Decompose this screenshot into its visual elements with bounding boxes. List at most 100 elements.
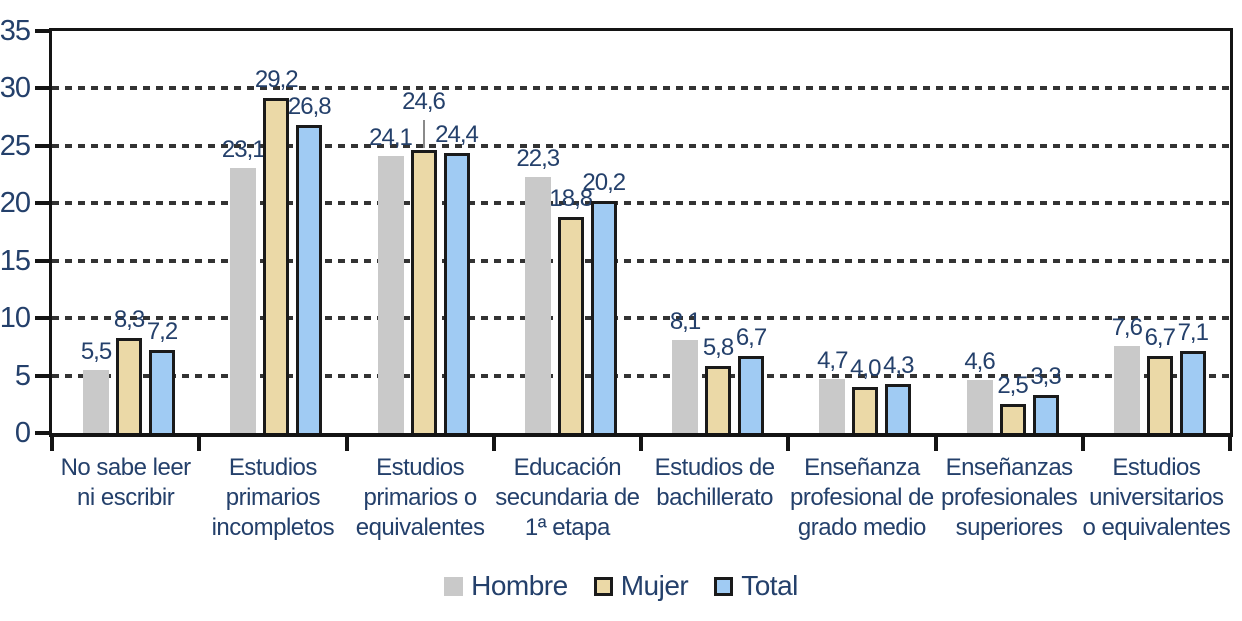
y-axis-tick (35, 143, 52, 148)
bar-total (885, 384, 912, 433)
value-label: 7,1 (1177, 319, 1209, 346)
legend-swatch-total (714, 576, 734, 596)
x-axis-tick (1080, 437, 1085, 451)
bar-hombre (230, 168, 257, 433)
x-axis-tick (1228, 437, 1232, 451)
label-leader-line (422, 120, 425, 148)
y-axis-tick (35, 201, 52, 206)
value-label: 26,8 (287, 93, 332, 120)
value-label: 4,6 (964, 348, 995, 375)
y-axis-tick (35, 431, 52, 435)
category-label: Estudios de bachillerato (654, 454, 775, 511)
value-label: 24,4 (435, 121, 479, 148)
bar-mujer (999, 404, 1026, 433)
y-tick-label: 0 (14, 417, 31, 449)
value-label: 2,5 (997, 372, 1028, 399)
value-label: 4,7 (817, 347, 848, 374)
bar-total (443, 153, 470, 433)
y-tick-label: 35 (0, 15, 31, 47)
bar-mujer (705, 366, 731, 433)
value-label: 4,0 (850, 355, 881, 382)
bar-mujer (852, 387, 879, 433)
bar-total (738, 356, 764, 433)
legend-item-total: Total (714, 570, 798, 602)
legend-item-hombre: Hombre (444, 570, 568, 602)
value-label: 5,8 (702, 334, 734, 361)
value-label: 18,8 (549, 185, 593, 212)
bar-mujer (263, 98, 290, 433)
gridline (52, 86, 1230, 91)
y-axis-tick (35, 86, 52, 91)
value-label: 3,3 (1030, 363, 1061, 390)
category-label: Estudios primarios incompletos (211, 454, 335, 541)
x-axis-tick (639, 437, 643, 451)
legend-swatch-hombre (444, 576, 464, 596)
category-label: Educación secundaria de 1ª etapa (495, 454, 640, 541)
x-axis-tick (50, 437, 54, 451)
y-tick-label: 15 (0, 244, 31, 277)
y-tick-label: 25 (0, 129, 31, 162)
plot-area: 0 5 10 15 20 25 30 35 5,5 23,1 24,1 22,3 8,1 4,7 4,6 7,… (0, 16, 1233, 451)
value-label: 24,6 (402, 88, 446, 115)
value-label: 8,1 (669, 308, 701, 335)
value-label: 24,1 (369, 124, 413, 151)
x-axis-tick (197, 437, 202, 451)
legend-item-mujer: Mujer (593, 570, 689, 602)
value-label: 23,1 (221, 136, 266, 163)
y-axis-tick (35, 258, 52, 263)
y-axis-tick (35, 316, 52, 321)
value-label: 4,3 (883, 352, 914, 379)
value-label: 20,2 (582, 169, 626, 196)
category-label: Enseñanza profesional de grado medio (789, 454, 934, 541)
gridline (52, 316, 1230, 321)
bar-hombre (819, 379, 846, 433)
value-label: 6,7 (735, 324, 767, 351)
legend: Hombre Mujer Total (0, 570, 1242, 602)
bar-hombre (1113, 346, 1140, 433)
y-tick-label: 20 (0, 187, 31, 220)
gridline (52, 201, 1230, 206)
category-label: Estudios primarios o equivalentes (355, 454, 485, 541)
legend-label-total: Total (741, 570, 798, 601)
value-label: 7,6 (1111, 314, 1143, 341)
legend-label-mujer: Mujer (620, 570, 689, 601)
x-axis-tick (786, 437, 791, 451)
bar-total (1179, 351, 1206, 433)
value-label: 7,2 (146, 318, 178, 345)
value-label: 5,5 (80, 338, 112, 365)
x-axis-tick (491, 437, 496, 451)
value-label: 8,3 (113, 306, 145, 333)
value-label: 6,7 (1144, 324, 1176, 351)
x-axis-tick (344, 437, 349, 451)
x-axis-tick (933, 437, 938, 451)
category-label: No sabe leer ni escribir (60, 454, 192, 511)
gridline (52, 258, 1230, 263)
value-label: 29,2 (254, 66, 299, 93)
bar-mujer (410, 150, 437, 433)
legend-swatch-mujer (593, 576, 613, 596)
bar-hombre (524, 177, 551, 433)
bar-mujer (1146, 356, 1173, 433)
y-tick-label: 30 (0, 72, 31, 105)
bar-hombre (377, 156, 404, 433)
y-axis-tick (35, 29, 52, 33)
bar-mujer (116, 338, 142, 433)
bar-hombre (966, 380, 993, 433)
bar-mujer (557, 217, 584, 433)
gridline (52, 373, 1230, 378)
bar-total (590, 201, 617, 433)
y-tick-label: 10 (0, 302, 31, 335)
y-tick-label: 5 (14, 359, 31, 392)
gridline (52, 143, 1230, 148)
bar-total (1032, 395, 1059, 433)
category-label: Estudios universitarios o equivalentes (1082, 454, 1231, 541)
bar-total (296, 125, 323, 433)
bar-hombre (83, 370, 109, 433)
bar-total (149, 350, 175, 433)
legend-label-hombre: Hombre (471, 570, 568, 601)
bar-hombre (672, 340, 698, 433)
category-label: Enseñanzas profesionales superiores (940, 454, 1078, 541)
y-axis-tick (35, 373, 52, 378)
value-label: 22,3 (516, 145, 560, 172)
